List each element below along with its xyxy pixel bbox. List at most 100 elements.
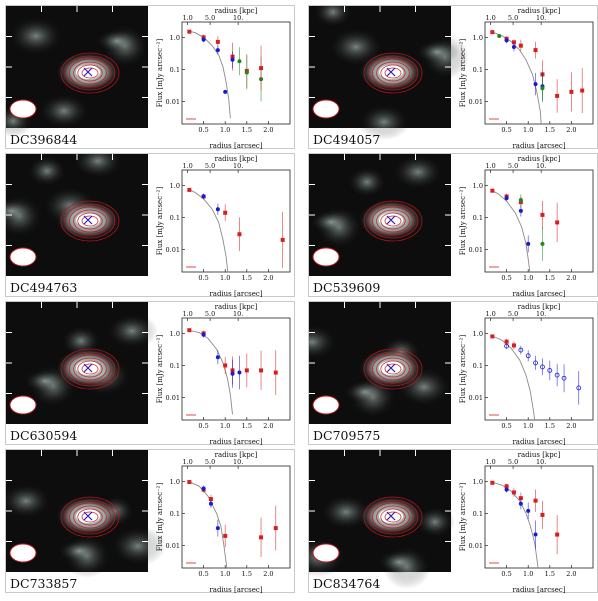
- contour-line: [64, 55, 116, 91]
- noise-blob: [347, 166, 387, 198]
- beam-ellipse: [9, 395, 37, 415]
- x2-tick-label: 10.: [233, 14, 243, 22]
- panel-svg: DC396844 0.5 1.0 1.5 2.0 1.0 5.0 10. 1.0 0.1 0.01 r…: [6, 6, 291, 150]
- source-name-label: DC494057: [313, 132, 380, 147]
- x2-axis-label: radius [kpc]: [518, 451, 561, 459]
- source-name-label: DC834764: [313, 576, 380, 591]
- cutout-image: [309, 302, 452, 424]
- noise-blob: [110, 526, 166, 566]
- x2-tick-label: 5.0: [508, 162, 518, 170]
- x-tick-label: 0.5: [198, 570, 208, 578]
- noise-blob: [313, 6, 353, 28]
- data-point-open-circle: [504, 343, 510, 349]
- contour-line: [363, 496, 423, 538]
- y-tick-label: 0.01: [469, 394, 483, 402]
- y-tick-label: 0.1: [170, 362, 180, 370]
- data-point-square: [518, 496, 523, 501]
- noise-blob: [27, 155, 67, 187]
- beam-ellipse: [9, 247, 37, 267]
- panel-dc834764: DC834764 0.5 1.0 1.5 2.0 1.0 5.0 10. 1.0 0.1 0.01 r…: [308, 449, 598, 594]
- cutout-image: [6, 450, 166, 578]
- y-tick-label: 0.1: [170, 66, 180, 74]
- data-point-circle: [230, 371, 235, 376]
- y-tick-label: 0.1: [170, 510, 180, 518]
- y-tick-label: 1.0: [473, 478, 483, 486]
- contour-line: [372, 206, 415, 236]
- model-profile-line: [188, 329, 233, 415]
- data-point-square: [280, 237, 285, 242]
- data-point-square: [223, 363, 228, 368]
- x2-tick-label: 10.: [536, 14, 546, 22]
- x-tick-label: 1.0: [220, 274, 230, 282]
- source-name-label: DC396844: [10, 132, 77, 147]
- data-point-square: [237, 232, 242, 237]
- y-tick-label: 1.0: [170, 34, 180, 42]
- contour-line: [384, 215, 402, 227]
- x-tick-label: 1.5: [242, 422, 252, 430]
- contour-line: [372, 502, 415, 532]
- center-cross-icon: [386, 67, 396, 77]
- data-point-square: [504, 339, 509, 344]
- x-tick-label: 2.0: [263, 274, 273, 282]
- x2-axis-label: radius [kpc]: [518, 7, 561, 15]
- profile-plot: 0.5 1.0 1.5 2.0 1.0 5.0 10. 1.0 0.1 0.01 radius [a…: [459, 303, 594, 446]
- x-axis-label: radius [arcsec]: [512, 438, 565, 446]
- beam-ellipse: [9, 99, 37, 119]
- x2-tick-label: 5.0: [205, 310, 215, 318]
- panel-svg: DC539609 0.5 1.0 1.5 2.0 1.0 5.0 10. 1.0 0.1 0.01 r…: [309, 154, 594, 298]
- data-point-open-circle: [554, 372, 560, 378]
- noise-blob: [38, 93, 90, 129]
- noise-blob: [57, 539, 101, 563]
- x-tick-label: 1.0: [220, 570, 230, 578]
- model-profile-line: [491, 189, 531, 273]
- x-tick-label: 1.0: [523, 570, 533, 578]
- panel-dc494763: DC494763 0.5 1.0 1.5 2.0 1.0 5.0 10. 1.0 0.1 0.01 r…: [5, 153, 295, 298]
- y-axis-label: Flux [mJy arcsec⁻²]: [156, 39, 164, 108]
- cutout-image: [309, 154, 451, 276]
- contour-line: [81, 363, 99, 375]
- x-tick-label: 1.5: [242, 570, 252, 578]
- contour-line: [69, 206, 112, 236]
- x-axis-label: radius [arcsec]: [209, 290, 262, 298]
- contour-line: [376, 505, 410, 529]
- panel-dc539609: DC539609 0.5 1.0 1.5 2.0 1.0 5.0 10. 1.0 0.1 0.01 r…: [308, 153, 598, 298]
- data-point-square: [259, 66, 264, 71]
- contour-line: [380, 508, 406, 526]
- x-tick-label: 2.0: [263, 570, 273, 578]
- x-axis-label: radius [arcsec]: [209, 142, 262, 150]
- panel-dc630594: DC630594 0.5 1.0 1.5 2.0 1.0 5.0 10. 1.0 0.1 0.01 r…: [5, 301, 295, 446]
- y-tick-label: 1.0: [170, 478, 180, 486]
- x-tick-label: 1.0: [220, 126, 230, 134]
- x-axis-label: radius [arcsec]: [512, 586, 565, 594]
- contour-line: [77, 212, 103, 230]
- data-point-circle: [215, 526, 220, 531]
- y-tick-label: 0.1: [473, 510, 483, 518]
- center-cross-icon: [83, 511, 93, 521]
- profile-plot: 0.5 1.0 1.5 2.0 1.0 5.0 10. 1.0 0.1 0.01 radius [a…: [156, 155, 291, 298]
- x-tick-label: 1.5: [545, 570, 555, 578]
- source-name-label: DC630594: [10, 428, 77, 443]
- plot-frame: [484, 317, 594, 421]
- beam-ellipse: [312, 99, 340, 119]
- data-point-circle: [223, 89, 228, 94]
- data-point-circle: [511, 44, 516, 49]
- y-tick-label: 0.1: [473, 214, 483, 222]
- contour-line: [73, 209, 107, 233]
- data-point-circle: [533, 532, 538, 537]
- contour-line: [367, 351, 419, 387]
- x2-tick-label: 10.: [536, 458, 546, 466]
- x2-tick-label: 1.0: [182, 310, 192, 318]
- noise-blob: [358, 104, 410, 140]
- x2-tick-label: 5.0: [205, 458, 215, 466]
- noise-blob: [72, 154, 124, 179]
- panel-dc494057: DC494057 0.5 1.0 1.5 2.0 1.0 5.0 10. 1.0 0.1 0.01 r…: [308, 5, 598, 150]
- contour-line: [376, 209, 410, 233]
- data-point-circle: [504, 196, 509, 201]
- data-point-square: [244, 368, 249, 373]
- x-tick-label: 0.5: [501, 126, 511, 134]
- contour-line: [363, 348, 423, 390]
- x-tick-label: 1.5: [545, 126, 555, 134]
- y-tick-label: 0.01: [469, 542, 483, 550]
- y-axis-label: Flux [mJy arcsec⁻²]: [156, 483, 164, 552]
- model-profile-line: [188, 30, 231, 119]
